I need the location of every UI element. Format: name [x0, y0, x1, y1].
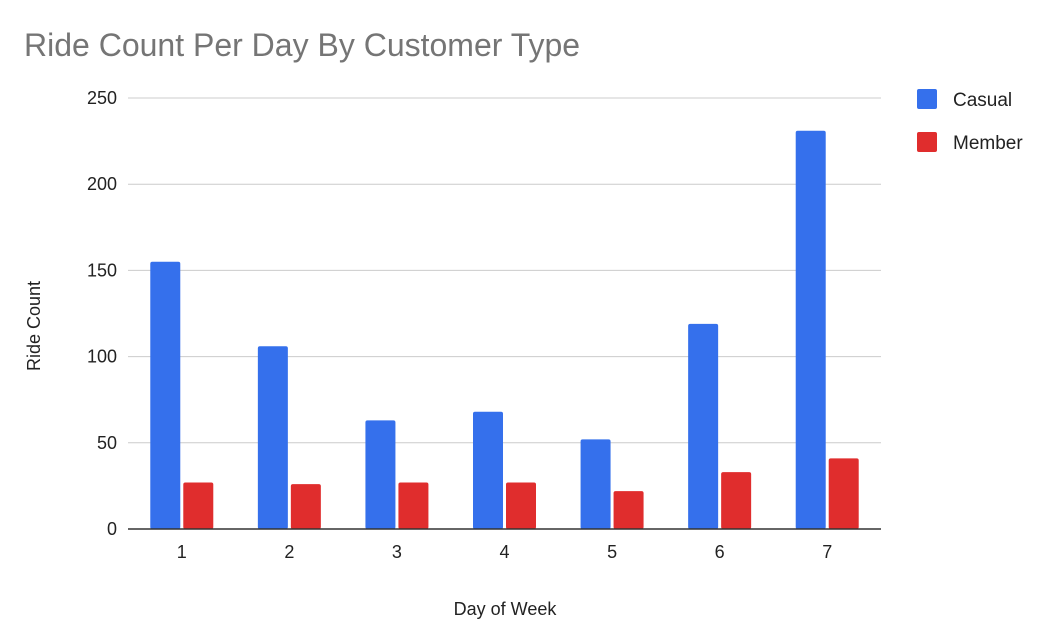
legend-swatch-casual: [917, 89, 937, 109]
x-tick-label: 1: [177, 542, 187, 562]
x-axis-label: Day of Week: [454, 599, 558, 619]
bars: [150, 130, 859, 530]
x-tick-label: 6: [715, 542, 725, 562]
legend-label-casual: Casual: [953, 90, 1012, 111]
x-tick-label: 3: [392, 542, 402, 562]
x-tick-label: 2: [284, 542, 294, 562]
x-tick-label: 7: [822, 542, 832, 562]
y-tick-label: 200: [87, 174, 117, 194]
bar-member-day-7: [828, 458, 859, 529]
bar-member-day-6: [721, 472, 752, 529]
bar-casual-day-2: [257, 346, 288, 529]
y-tick-label: 150: [87, 260, 117, 280]
gridlines: [128, 97, 881, 444]
bar-member-day-1: [183, 482, 214, 529]
y-tick-label: 100: [87, 347, 117, 367]
legend-label-member: Member: [953, 133, 1023, 154]
chart-title: Ride Count Per Day By Customer Type: [24, 27, 580, 63]
bar-casual-day-5: [580, 439, 611, 529]
bar-casual-day-1: [150, 261, 181, 529]
bar-casual-day-6: [688, 323, 719, 529]
bar-member-day-3: [398, 482, 429, 529]
bar-casual-day-4: [473, 411, 503, 529]
legend-swatch-member: [917, 132, 937, 152]
y-tick-labels: 0 50 100 150 200 250: [87, 88, 117, 539]
y-axis-label: Ride Count: [24, 281, 44, 371]
legend: Casual Member: [917, 89, 1023, 154]
y-tick-label: 250: [87, 88, 117, 108]
x-tick-label: 5: [607, 542, 617, 562]
bar-casual-day-7: [795, 130, 826, 530]
bar-member-day-2: [290, 484, 321, 529]
x-tick-label: 4: [499, 542, 509, 562]
y-tick-label: 0: [107, 519, 117, 539]
bar-member-day-5: [613, 491, 644, 529]
bar-casual-day-3: [365, 420, 396, 529]
y-tick-label: 50: [97, 433, 117, 453]
x-tick-labels: 1 2 3 4 5 6 7: [177, 542, 832, 562]
bar-member-day-4: [506, 482, 536, 529]
